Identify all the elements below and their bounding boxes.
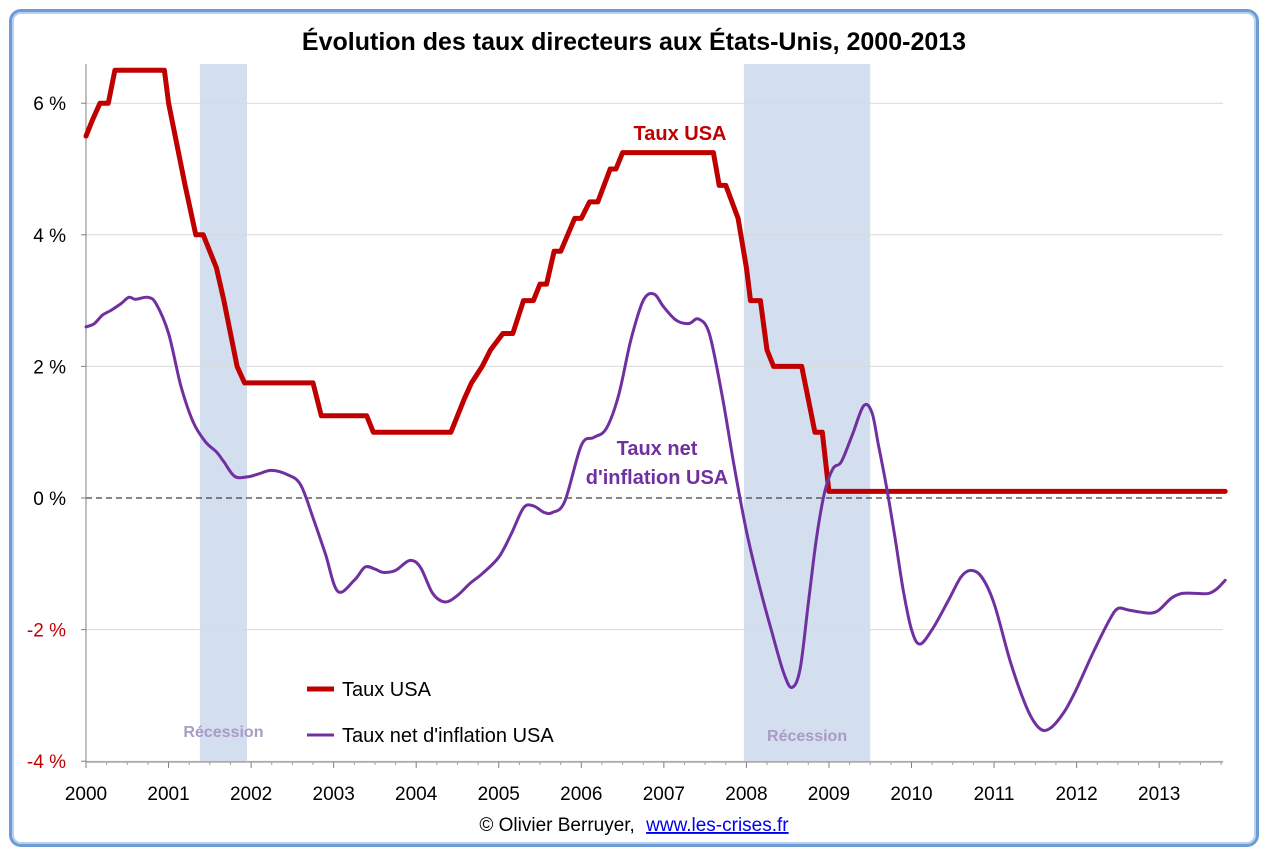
annotation-taux-usa: Taux USA — [634, 123, 727, 145]
y-tick-label: 6 % — [33, 94, 66, 115]
y-axis-ticks: 6 % 4 % 2 % 0 % -2 % -4 % — [27, 94, 86, 773]
recession-label: Récession — [183, 724, 263, 741]
axes — [85, 64, 1223, 763]
y-tick-label: 0 % — [33, 489, 66, 510]
x-tick-label: 2001 — [147, 784, 189, 805]
x-tick-label: 2006 — [560, 784, 602, 805]
x-tick-label: 2012 — [1055, 784, 1097, 805]
x-tick-label: 2005 — [478, 784, 520, 805]
series-line-taux-usa — [83, 67, 1228, 494]
x-tick-label: 2009 — [808, 784, 850, 805]
recession-label: Récession — [767, 728, 847, 745]
x-axis-ticks: 2000 2001 2002 2003 2004 2005 2006 2007 2008 2009… — [65, 762, 1222, 805]
legend-label: Taux USA — [342, 679, 432, 701]
gridlines — [86, 102, 1223, 762]
recession-bands: Récession Récession — [183, 64, 871, 762]
x-tick-label: 2013 — [1138, 784, 1180, 805]
x-tick-label: 2000 — [65, 784, 107, 805]
x-tick-label: 2003 — [313, 784, 355, 805]
credit-line: © Olivier Berruyer, www.les-crises.fr — [479, 815, 789, 836]
chart-title: Évolution des taux directeurs aux États-… — [302, 27, 966, 56]
annotation-line: Taux net — [617, 438, 698, 460]
x-tick-label: 2008 — [725, 784, 767, 805]
legend-label: Taux net d'inflation USA — [342, 725, 554, 747]
series-lines — [83, 67, 1228, 733]
annotation-taux-net: Taux net d'inflation USA — [586, 438, 729, 489]
credit-link[interactable]: www.les-crises.fr — [645, 815, 789, 836]
annotation-line: d'inflation USA — [586, 467, 729, 489]
x-tick-label: 2004 — [395, 784, 438, 805]
legend: Taux USA Taux net d'inflation USA — [307, 679, 554, 747]
y-tick-label: 2 % — [33, 357, 66, 378]
x-tick-label: 2010 — [890, 784, 932, 805]
recession-band — [199, 64, 247, 762]
x-tick-label: 2011 — [974, 784, 1015, 805]
y-tick-label: -2 % — [27, 621, 66, 642]
y-tick-label: 4 % — [33, 226, 66, 247]
y-tick-label: -4 % — [27, 752, 66, 773]
x-tick-label: 2002 — [230, 784, 272, 805]
series-line-taux-net — [84, 291, 1227, 733]
credit-author: © Olivier Berruyer, — [479, 815, 634, 836]
recession-band — [743, 64, 871, 762]
x-tick-label: 2007 — [643, 784, 685, 805]
annotations: Taux USA Taux net d'inflation USA — [586, 123, 729, 489]
